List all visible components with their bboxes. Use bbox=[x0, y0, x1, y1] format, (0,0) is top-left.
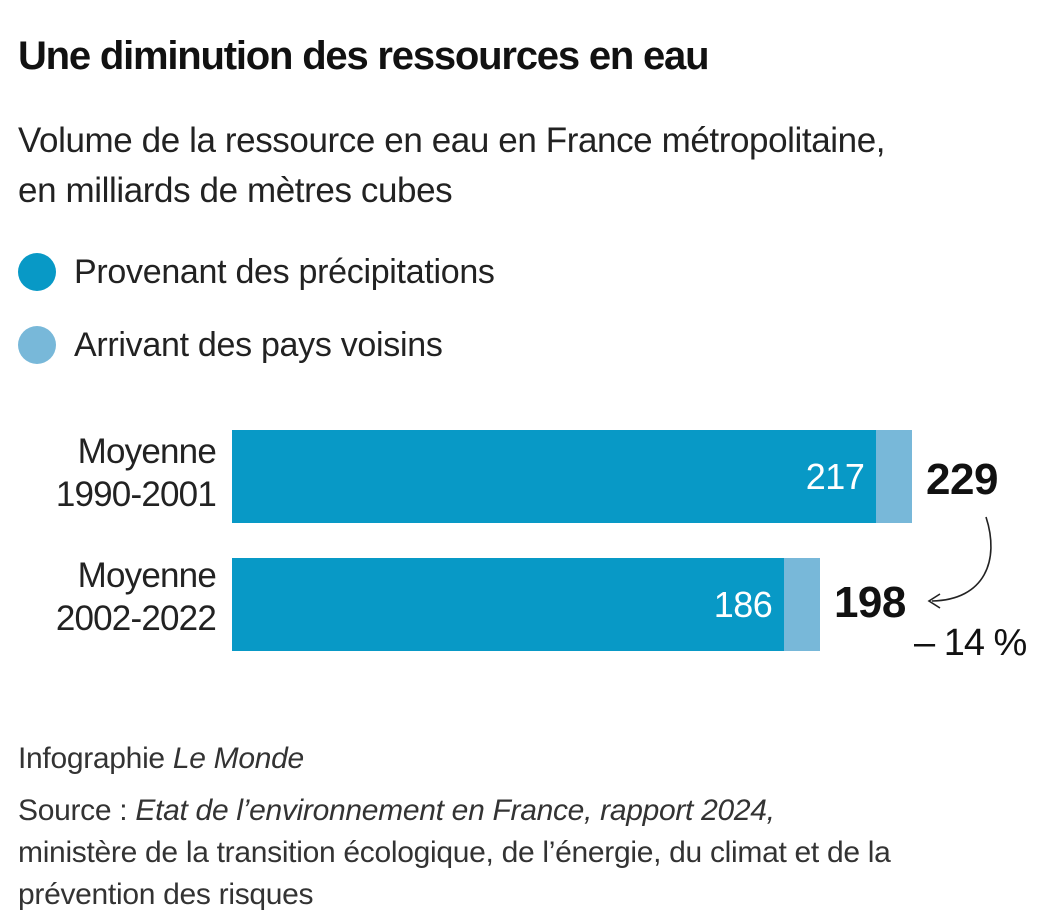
change-arrow-curve bbox=[932, 517, 991, 601]
source-note: Source : Etat de l’environnement en Fran… bbox=[18, 790, 1018, 916]
change-arrow bbox=[0, 0, 1051, 924]
source-title: Etat de l’environnement en France, rappo… bbox=[135, 794, 774, 827]
source-rest: ministère de la transition écologique, d… bbox=[18, 836, 891, 911]
credit-name: Le Monde bbox=[173, 742, 304, 775]
change-percent-label: – 14 % bbox=[914, 622, 1026, 665]
credit-prefix: Infographie bbox=[18, 742, 165, 775]
credit-line: Infographie Le Monde bbox=[18, 742, 304, 776]
source-prefix: Source : bbox=[18, 794, 135, 827]
